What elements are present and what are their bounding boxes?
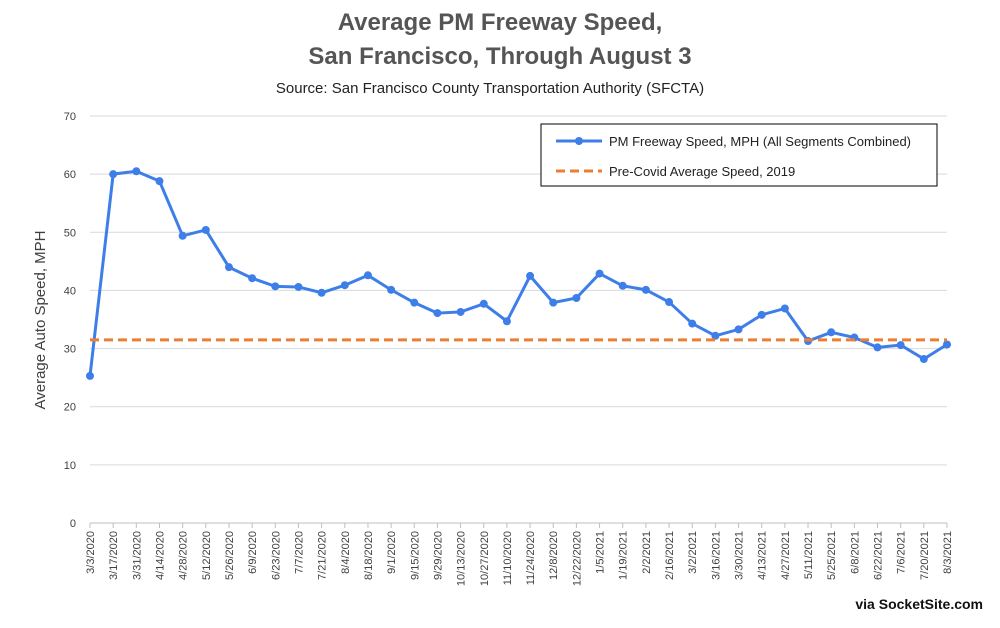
- data-point: [201, 225, 210, 234]
- watermark: via SocketSite.com: [855, 596, 983, 612]
- data-point: [757, 310, 766, 319]
- data-point: [873, 343, 882, 352]
- x-tick-label: 4/13/2021: [757, 531, 769, 580]
- data-point: [526, 271, 535, 280]
- y-tick-label: 20: [64, 402, 76, 414]
- x-tick-label: 8/18/2020: [363, 531, 375, 580]
- x-tick-label: 3/2/2021: [687, 531, 699, 574]
- x-tick-label: 3/31/2020: [131, 531, 143, 580]
- y-axis-label: Average Auto Speed, MPH: [32, 230, 49, 409]
- x-tick-label: 4/28/2020: [178, 531, 190, 580]
- x-tick-label: 6/9/2020: [247, 531, 259, 574]
- data-point: [827, 328, 836, 337]
- legend-box: [540, 123, 938, 187]
- data-point: [665, 298, 674, 307]
- x-tick-label: 9/29/2020: [432, 531, 444, 580]
- x-tick-label: 7/21/2020: [317, 531, 329, 580]
- y-tick-label: 30: [64, 344, 76, 356]
- x-tick-label: 8/3/2021: [942, 531, 954, 574]
- data-point: [155, 177, 164, 186]
- x-tick-label: 6/23/2020: [270, 531, 282, 580]
- x-tick-label: 10/13/2020: [456, 531, 468, 586]
- x-tick-label: 3/3/2020: [85, 531, 97, 574]
- y-tick-label: 60: [64, 169, 76, 181]
- data-point: [317, 288, 326, 297]
- chart-subtitle: Source: San Francisco County Transportat…: [276, 80, 704, 97]
- y-tick-label: 50: [64, 227, 76, 239]
- x-tick-label: 5/11/2021: [803, 531, 815, 579]
- x-tick-label: 3/16/2021: [710, 531, 722, 580]
- data-line: [88, 169, 948, 377]
- x-tick-label: 9/1/2020: [386, 531, 398, 574]
- y-tick-label: 40: [64, 285, 76, 297]
- data-point: [919, 355, 928, 364]
- legend-label: Pre-Covid Average Speed, 2019: [609, 164, 795, 179]
- data-point: [271, 282, 280, 291]
- data-point: [549, 298, 558, 307]
- data-point: [711, 331, 720, 340]
- x-tick-label: 3/30/2021: [734, 531, 746, 580]
- data-point: [943, 340, 951, 349]
- data-point: [572, 293, 581, 302]
- x-tick-label: 2/2/2021: [641, 531, 653, 574]
- chart-title: San Francisco, Through August 3: [308, 43, 691, 70]
- y-tick-label: 70: [64, 111, 76, 123]
- data-point: [387, 285, 396, 294]
- data-point: [433, 309, 442, 318]
- data-point: [479, 299, 488, 308]
- data-point: [688, 319, 697, 328]
- y-tick-label: 0: [70, 518, 76, 530]
- data-point: [178, 231, 187, 240]
- x-tick-label: 1/19/2021: [618, 531, 630, 580]
- data-point: [340, 281, 349, 290]
- x-tick-label: 5/25/2021: [826, 531, 838, 580]
- data-point: [595, 269, 604, 278]
- x-tick-label: 5/12/2020: [201, 531, 213, 580]
- x-tick-label: 3/17/2020: [108, 531, 120, 580]
- x-tick-label: 7/7/2020: [293, 531, 305, 574]
- y-tick-label: 10: [64, 460, 76, 472]
- data-point: [224, 263, 233, 272]
- x-tick-label: 11/10/2020: [502, 531, 514, 585]
- x-tick-label: 2/16/2021: [664, 531, 676, 580]
- data-point: [248, 274, 257, 283]
- legend-marker: [575, 137, 583, 145]
- x-tick-label: 7/6/2021: [896, 531, 908, 574]
- data-point: [896, 341, 905, 350]
- x-tick-label: 8/4/2020: [340, 531, 352, 574]
- data-point: [618, 281, 627, 290]
- x-tick-label: 4/14/2020: [154, 531, 166, 580]
- data-point: [780, 304, 789, 313]
- data-point: [734, 325, 743, 334]
- x-tick-label: 4/27/2021: [780, 531, 792, 580]
- x-tick-label: 12/8/2020: [548, 531, 560, 580]
- data-point: [363, 271, 372, 280]
- x-tick-label: 6/22/2021: [873, 531, 885, 580]
- x-tick-label: 11/24/2020: [525, 531, 537, 585]
- x-tick-label: 7/20/2021: [919, 531, 931, 580]
- data-point: [294, 282, 303, 291]
- x-tick-label: 5/26/2020: [224, 531, 236, 580]
- data-point: [132, 167, 141, 176]
- data-point: [502, 317, 511, 326]
- x-tick-label: 9/15/2020: [409, 531, 421, 580]
- data-point: [109, 170, 118, 179]
- x-tick-label: 1/5/2021: [595, 531, 607, 574]
- x-tick-label: 10/27/2020: [479, 531, 491, 586]
- legend-label: PM Freeway Speed, MPH (All Segments Comb…: [609, 134, 911, 149]
- data-point: [410, 298, 419, 307]
- chart-title: Average PM Freeway Speed,: [338, 9, 663, 36]
- data-point: [456, 307, 465, 316]
- x-tick-label: 12/22/2020: [571, 531, 583, 586]
- data-point: [86, 371, 94, 380]
- x-tick-label: 6/8/2021: [849, 531, 861, 574]
- data-point: [641, 285, 650, 294]
